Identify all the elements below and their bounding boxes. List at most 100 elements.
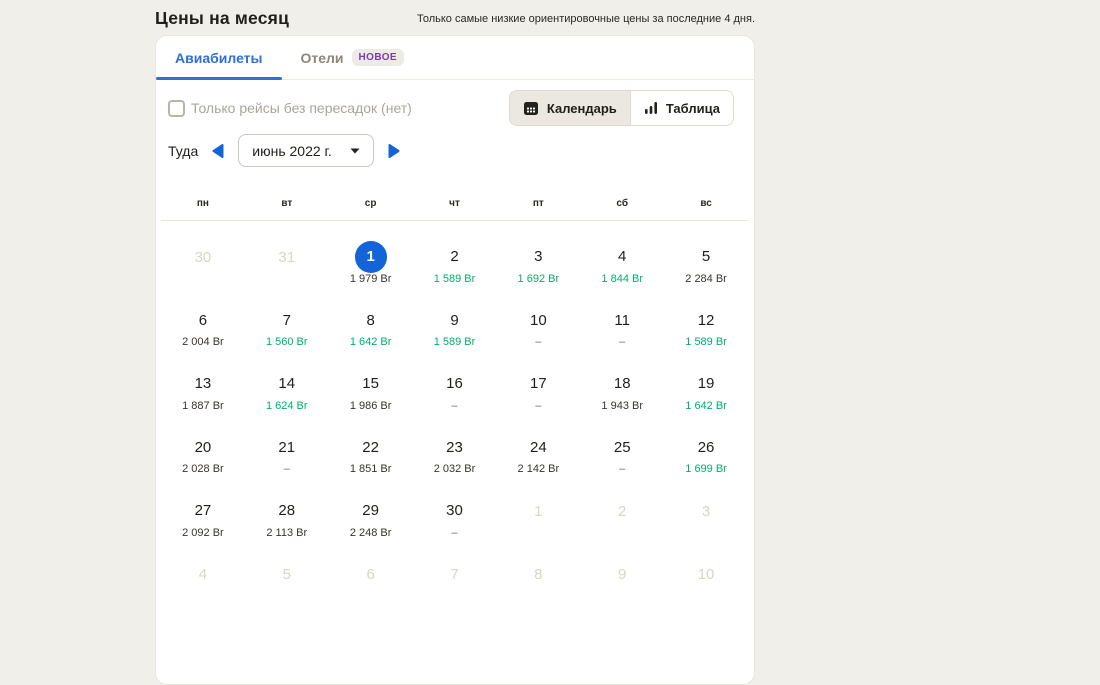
calendar-day-cell[interactable]: 19 1 642 Br — [664, 348, 748, 411]
day-price: – — [619, 463, 626, 475]
calendar-icon — [523, 100, 539, 116]
day-number: 4 — [198, 566, 208, 583]
calendar-day-cell[interactable]: 25 – — [580, 412, 664, 475]
day-price: 1 589 Br — [685, 336, 727, 348]
tab-flights[interactable]: Авиабилеты — [156, 36, 282, 80]
day-price: 2 142 Br — [517, 463, 560, 475]
day-number: 2 — [618, 502, 627, 520]
day-number: 20 — [194, 438, 212, 456]
calendar-day-cell[interactable]: 2 1 589 Br — [413, 221, 497, 285]
view-toggle-calendar[interactable]: Календарь — [509, 91, 630, 125]
day-price: 1 560 Br — [265, 336, 308, 348]
day-number: 10 — [530, 311, 547, 329]
day-number: 13 — [194, 375, 212, 393]
next-month-button[interactable] — [388, 143, 400, 158]
calendar-day-cell[interactable]: 29 2 248 Br — [329, 475, 413, 538]
day-number: 15 — [362, 375, 379, 393]
day-number: 27 — [194, 502, 212, 520]
calendar-day-cell: 6 — [329, 539, 413, 603]
calendar-day-cell[interactable]: 12 1 589 Br — [664, 285, 748, 348]
day-number: 8 — [366, 311, 375, 329]
calendar-day-cell: 7 — [413, 539, 497, 603]
view-toggle-table[interactable]: Таблица — [629, 91, 733, 125]
day-price: 2 032 Br — [433, 463, 476, 475]
day-number: 18 — [613, 375, 631, 393]
prev-month-button[interactable] — [212, 143, 224, 158]
direct-flights-checkbox[interactable] — [168, 99, 185, 117]
day-number: 3 — [701, 502, 711, 520]
calendar-day-cell[interactable]: 18 1 943 Br — [580, 348, 664, 412]
day-price: 1 943 Br — [601, 399, 643, 412]
weekday-header: сб — [616, 198, 629, 209]
day-price: 2 092 Br — [182, 526, 224, 539]
calendar-day-cell[interactable]: 20 2 028 Br — [161, 412, 245, 475]
day-price: 1 624 Br — [265, 399, 308, 412]
tab-hotels-label: Отели — [300, 49, 344, 66]
day-number: 17 — [530, 375, 547, 393]
day-number: 28 — [278, 502, 296, 520]
day-price: 1 589 Br — [433, 272, 476, 285]
chevron-down-icon — [350, 148, 360, 154]
calendar-day-cell[interactable]: 23 2 032 Br — [413, 412, 497, 475]
day-number: 8 — [534, 566, 543, 583]
calendar-day-cell[interactable]: 24 2 142 Br — [496, 412, 580, 475]
day-number: 5 — [282, 566, 291, 583]
day-number: 3 — [534, 248, 543, 266]
calendar-day-cell[interactable]: 7 1 560 Br — [245, 285, 329, 348]
day-price: – — [535, 399, 542, 412]
direct-flights-label: Только рейсы без пересадок (нет) — [191, 100, 412, 116]
view-toggle-calendar-label: Календарь — [546, 100, 617, 116]
calendar-day-cell[interactable]: 17 – — [496, 348, 580, 412]
calendar-day-cell[interactable]: 9 1 589 Br — [413, 285, 497, 348]
direct-flights-filter[interactable]: Только рейсы без пересадок (нет) — [168, 99, 412, 117]
weekday-header: пт — [532, 198, 544, 209]
calendar-day-cell[interactable]: 26 1 699 Br — [664, 412, 748, 475]
calendar-day-cell[interactable]: 8 1 642 Br — [329, 285, 413, 348]
calendar-day-cell[interactable]: 10 – — [496, 285, 580, 348]
calendar-day-cell[interactable]: 21 – — [245, 412, 329, 475]
day-number: 31 — [278, 248, 296, 266]
month-select[interactable]: июнь 2022 г. — [238, 134, 375, 167]
calendar-day-cell[interactable]: 5 2 284 Br — [664, 221, 748, 284]
calendar-day-cell: 4 — [161, 539, 245, 603]
day-number: 22 — [362, 438, 379, 456]
day-price: 1 692 Br — [517, 272, 560, 285]
calendar-day-cell: 1 — [496, 475, 580, 539]
calendar-day-cell[interactable]: 28 2 113 Br — [245, 475, 329, 539]
calendar-day-cell[interactable]: 3 1 692 Br — [496, 221, 580, 285]
tab-flights-label: Авиабилеты — [175, 49, 263, 66]
day-number: 6 — [198, 311, 208, 329]
day-number: 5 — [701, 248, 711, 266]
prices-card: Авиабилеты Отели НОВОЕ Только рейсы без … — [155, 35, 755, 685]
calendar-day-cell[interactable]: 14 1 624 Br — [245, 348, 329, 412]
day-price: 1 986 Br — [349, 399, 392, 412]
tab-hotels[interactable]: Отели НОВОЕ — [282, 36, 423, 79]
month-nav: Туда июнь 2022 г. — [156, 126, 754, 167]
calendar-day-cell[interactable]: 11 – — [580, 285, 664, 348]
calendar-day-cell[interactable]: 30 – — [413, 475, 497, 538]
day-number: 21 — [278, 438, 296, 456]
weekday-header: вт — [281, 198, 293, 209]
weekday-header: чт — [449, 198, 460, 209]
day-number: 23 — [446, 438, 463, 456]
day-number: 29 — [362, 502, 379, 520]
calendar-day-cell[interactable]: 22 1 851 Br — [329, 412, 413, 475]
calendar-day-cell[interactable]: 4 1 844 Br — [580, 221, 664, 284]
calendar-day-cell[interactable]: 15 1 986 Br — [329, 348, 413, 412]
day-number: 7 — [282, 311, 291, 329]
day-price: 1 851 Br — [349, 463, 392, 475]
controls-row: Только рейсы без пересадок (нет) Календа… — [156, 80, 754, 126]
day-price: 2 113 Br — [266, 526, 308, 539]
calendar-day-cell[interactable]: 27 2 092 Br — [161, 475, 245, 539]
day-number: 30 — [194, 248, 212, 266]
day-price: 1 979 Br — [349, 272, 392, 285]
calendar-day-cell: 2 — [580, 475, 664, 539]
day-number: 4 — [618, 248, 627, 266]
calendar-day-cell[interactable]: 16 – — [413, 348, 497, 411]
month-select-value: июнь 2022 г. — [252, 142, 332, 159]
left-arrow-icon — [212, 143, 224, 158]
tab-bar: Авиабилеты Отели НОВОЕ — [156, 36, 754, 80]
calendar-day-cell[interactable]: 6 2 004 Br — [161, 285, 245, 348]
calendar-day-cell[interactable]: 13 1 887 Br — [161, 348, 245, 411]
